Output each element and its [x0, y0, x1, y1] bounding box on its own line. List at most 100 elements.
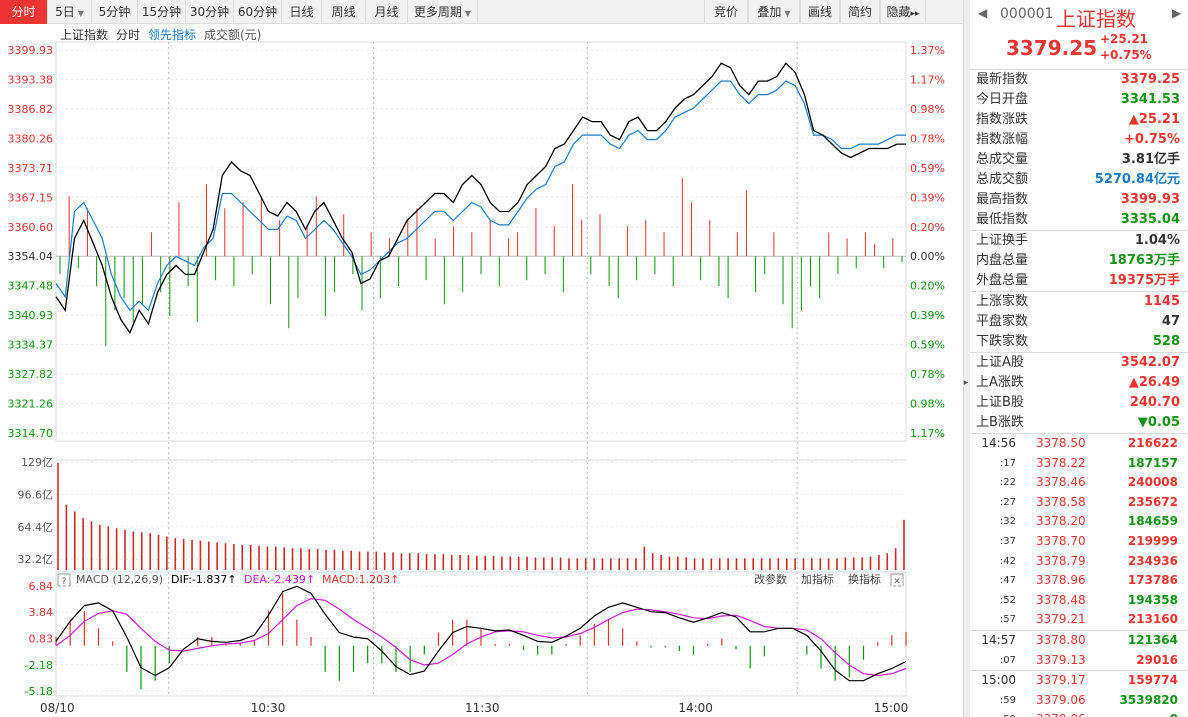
price-tick-label: 3340.93 — [8, 309, 54, 322]
tick-row: :22 3378.46 240008 — [970, 473, 1188, 493]
price-tick-label: 3399.93 — [8, 44, 54, 57]
toolbar-button-label: 画线 — [807, 5, 832, 19]
time-axis-label: 15:00 — [874, 701, 909, 715]
price-tick-label: 3354.04 — [8, 250, 54, 263]
stock-name: 上证指数 — [1056, 7, 1136, 31]
period-tab-6[interactable]: 日线 — [282, 0, 322, 24]
macd-title: MACD (12,26,9) — [76, 573, 163, 586]
period-tab-2[interactable]: 5分钟 — [92, 0, 138, 24]
next-stock-icon[interactable]: ▶ — [1172, 6, 1182, 20]
pct-tick-label: 1.17% — [910, 427, 945, 440]
tick-price: 3378.48 — [1036, 592, 1086, 607]
toolbar-button-1[interactable]: 叠加 ▼ — [748, 0, 800, 24]
pct-tick-label: 1.37% — [910, 44, 945, 57]
toolbar-button-2[interactable]: 画线 — [800, 0, 840, 24]
tick-volume: 3539820 — [1119, 692, 1178, 707]
period-tab-3[interactable]: 15分钟 — [138, 0, 186, 24]
tick-price: 3378.50 — [1036, 436, 1086, 450]
quote-row: 上涨家数 1145 — [970, 292, 1188, 312]
pct-tick-label: 0.00% — [910, 250, 945, 263]
period-tab-8[interactable]: 月线 — [366, 0, 408, 24]
tick-row: :52 3378.48 194358 — [970, 591, 1188, 611]
tick-volume: 234936 — [1127, 553, 1178, 568]
quote-row: 今日开盘 3341.53 — [970, 90, 1188, 110]
tick-row: :37 3378.70 219999 — [970, 532, 1188, 552]
quote-row: 平盘家数 47 — [970, 312, 1188, 332]
quote-row: 上B涨跌 ▼0.05 — [970, 413, 1188, 433]
tick-time: :59 — [974, 710, 1016, 717]
tick-time: 14:56 — [981, 436, 1016, 450]
prev-stock-icon[interactable]: ◀ — [978, 6, 988, 20]
price-tick-label: 3386.82 — [8, 103, 54, 116]
period-tab-label: 30分钟 — [189, 5, 230, 19]
pct-tick-label: 0.20% — [910, 280, 945, 293]
macd-params-button: 改参数 — [754, 572, 787, 586]
quote-group: 上涨家数 1145 平盘家数 47 下跌家数 528 — [970, 292, 1188, 353]
tick-time: :37 — [999, 535, 1016, 547]
toolbar-button-0[interactable]: 竞价 — [704, 0, 748, 24]
quote-panel: ◀ 000001 上证指数 ▶ 3379.25 +25.21 +0.75% 最新… — [970, 0, 1188, 717]
quote-label: 外盘总量 — [976, 273, 1029, 288]
quote-label: 上证换手 — [976, 233, 1029, 248]
period-tab-1[interactable]: 5日 ▼ — [48, 0, 92, 24]
tick-price: 3379.17 — [1036, 673, 1086, 688]
period-tab-4[interactable]: 30分钟 — [186, 0, 234, 24]
quote-row: 下跌家数 528 — [970, 332, 1188, 352]
tick-price: 3378.46 — [1036, 475, 1086, 490]
quote-value: 3399.93 — [1120, 192, 1180, 207]
quote-value: ▼0.05 — [1137, 415, 1180, 430]
collapse-right-icon[interactable]: ▸▸ — [910, 9, 920, 19]
quote-row: 上证B股 240.70 — [970, 393, 1188, 413]
tick-time: :42 — [999, 555, 1016, 567]
tick-row: :59 3379.06 0 — [970, 710, 1188, 717]
chart-area: 上证指数 分时 领先指标 成交额(元) 3399.93 1.37% 3393.38 1.17%… — [8, 27, 945, 715]
tick-time: :17 — [999, 457, 1016, 469]
period-tab-0[interactable]: 分时 — [0, 0, 48, 24]
period-tab-9[interactable]: 更多周期 ▼ — [408, 0, 478, 24]
tick-time: :07 — [999, 654, 1016, 666]
toolbar-button-label: 简约 — [847, 5, 872, 19]
quote-row: 上证A股 3542.07 — [970, 353, 1188, 373]
price-tick-label: 3373.71 — [8, 162, 54, 175]
period-tab-label: 日线 — [289, 5, 314, 19]
period-tab-7[interactable]: 周线 — [322, 0, 366, 24]
period-tab-label: 月线 — [374, 5, 399, 19]
quote-value: ▲25.21 — [1128, 112, 1180, 127]
price-tick-label: 3334.37 — [8, 339, 54, 352]
pct-tick-label: 0.20% — [910, 221, 945, 234]
quote-value: 18763万手 — [1108, 253, 1180, 268]
tick-row: 14:57 3378.80 121364 — [970, 631, 1188, 651]
quote-value: 528 — [1152, 334, 1180, 349]
quote-row: 最高指数 3399.93 — [970, 190, 1188, 210]
quote-row: 上A涨跌 ▲26.49 — [970, 373, 1188, 393]
collapse-panel-icon[interactable]: ▸ — [963, 378, 969, 388]
index-line — [55, 62, 906, 335]
chevron-down-icon: ▼ — [784, 9, 791, 18]
chevron-down-icon: ▼ — [464, 9, 472, 18]
tick-list[interactable]: 14:56 3378.50 216622:17 3378.22 187157:22 337… — [970, 434, 1188, 717]
price-change: +25.21 — [1100, 32, 1149, 46]
quote-label: 指数涨幅 — [976, 132, 1029, 147]
tick-price: 3379.13 — [1036, 652, 1086, 667]
tick-volume: 187157 — [1127, 455, 1178, 470]
stock-code: 000001 — [1000, 6, 1054, 22]
tick-volume: 213160 — [1127, 612, 1178, 627]
quote-row: 上证换手 1.04% — [970, 231, 1188, 251]
toolbar-button-4[interactable]: 隐藏▸▸ — [880, 0, 926, 24]
pct-tick-label: 0.78% — [910, 368, 945, 381]
pct-tick-label: 1.17% — [910, 73, 945, 86]
quote-row: 指数涨幅 +0.75% — [970, 130, 1188, 150]
quote-value: +0.75% — [1124, 132, 1180, 147]
pct-tick-label: 0.59% — [910, 339, 945, 352]
period-tab-5[interactable]: 60分钟 — [234, 0, 282, 24]
toolbar-button-3[interactable]: 简约 — [840, 0, 880, 24]
help-icon[interactable] — [57, 573, 71, 587]
quote-label: 平盘家数 — [976, 314, 1029, 329]
macd-switch-button: 换指标 — [848, 572, 881, 586]
legend-lead: 领先指标 — [148, 27, 196, 42]
dea-line — [55, 597, 907, 677]
tick-row: :07 3379.13 29016 — [970, 651, 1188, 671]
tick-group: 14:56 3378.50 216622:17 3378.22 187157:22 337… — [970, 434, 1188, 631]
period-tab-label: 5日 — [55, 5, 75, 19]
macd-value: MACD:1.203↑ — [322, 573, 399, 586]
